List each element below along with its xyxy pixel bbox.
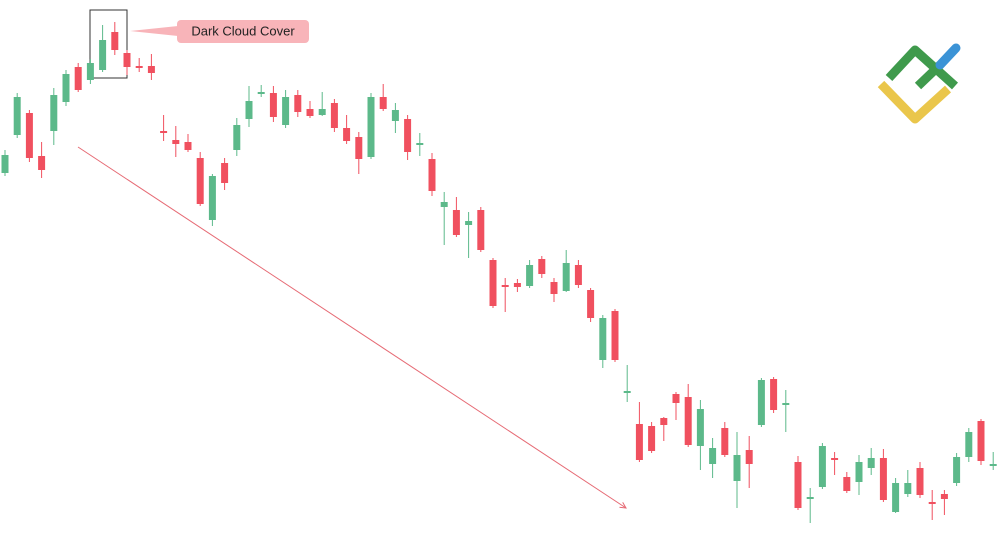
candle-body: [367, 97, 375, 157]
candle-body: [123, 53, 131, 67]
candle-body: [794, 462, 802, 508]
candle-body: [587, 290, 595, 318]
candle-body: [257, 92, 265, 94]
candle-body: [86, 63, 94, 80]
candle-body: [245, 101, 253, 119]
candle-body: [379, 97, 387, 109]
candle-body: [306, 109, 314, 116]
candle-body: [465, 221, 473, 225]
candle-body: [147, 66, 155, 73]
candle-body: [477, 210, 485, 250]
candle-body: [623, 391, 631, 393]
candle-body: [635, 424, 643, 460]
candle-body: [904, 483, 912, 494]
candle-body: [855, 462, 863, 482]
candle-body: [928, 502, 936, 504]
candle-body: [452, 210, 460, 235]
candle-body: [818, 446, 826, 487]
candle-body: [574, 265, 582, 285]
candle-body: [221, 163, 229, 183]
candle-body: [965, 432, 973, 457]
pattern-box: [89, 9, 128, 79]
logo: [877, 43, 961, 124]
candle-body: [648, 426, 656, 451]
candle-body: [538, 259, 546, 274]
candle-body: [672, 394, 680, 403]
candle-body: [892, 483, 900, 512]
candle-body: [160, 131, 168, 133]
candle-body: [208, 176, 216, 220]
candle-body: [940, 494, 948, 499]
candle-body: [843, 477, 851, 491]
candle-body: [172, 140, 180, 144]
candle-body: [879, 458, 887, 500]
candle-body: [330, 103, 338, 128]
candle-body: [709, 448, 717, 464]
candle-body: [660, 418, 668, 425]
candle-body: [196, 158, 204, 204]
candle-body: [489, 260, 497, 306]
candle-body: [50, 95, 58, 131]
candle-body: [757, 380, 765, 425]
candle-body: [953, 457, 961, 483]
candle-body: [770, 379, 778, 410]
candle-body: [318, 109, 326, 115]
candle-body: [989, 464, 997, 466]
candle-body: [428, 159, 436, 191]
candle-body: [74, 67, 82, 90]
candle-body: [62, 74, 70, 102]
candle-body: [282, 97, 290, 125]
candle-body: [745, 450, 753, 464]
candle-body: [916, 468, 924, 495]
trend-arrow: [77, 146, 626, 508]
annotation: Dark Cloud Cover: [191, 23, 295, 38]
candle-body: [38, 156, 46, 170]
candle-body: [733, 455, 741, 481]
candle-body: [611, 311, 619, 360]
candle-body: [526, 265, 534, 286]
candle-body: [404, 119, 412, 152]
candle-body: [135, 66, 143, 68]
candle-body: [599, 318, 607, 360]
candle-body: [343, 128, 351, 141]
candle-body: [416, 143, 424, 145]
candle-body: [721, 428, 729, 455]
candle-body: [184, 142, 192, 150]
candle-body: [269, 93, 277, 117]
candle-body: [233, 125, 241, 150]
candle-body: [782, 403, 790, 405]
candle-body: [684, 397, 692, 445]
candle-body: [550, 282, 558, 294]
candle-body: [513, 283, 521, 287]
candle-body: [1, 155, 9, 173]
candle-body: [501, 285, 509, 287]
candle-body: [111, 32, 119, 50]
candle-body: [831, 458, 839, 460]
candle-body: [294, 95, 302, 112]
candle-body: [391, 110, 399, 121]
candle-body: [867, 458, 875, 468]
candle-body: [355, 137, 363, 159]
candle-body: [806, 497, 814, 499]
candle-body: [13, 97, 21, 135]
candle-body: [696, 409, 704, 446]
label-pointer: [130, 26, 178, 36]
candle-body: [562, 263, 570, 291]
candle-body: [25, 113, 33, 158]
candle-body: [440, 202, 448, 207]
label-box: [177, 20, 309, 43]
candle-body: [977, 421, 985, 461]
candle-body: [99, 40, 107, 70]
